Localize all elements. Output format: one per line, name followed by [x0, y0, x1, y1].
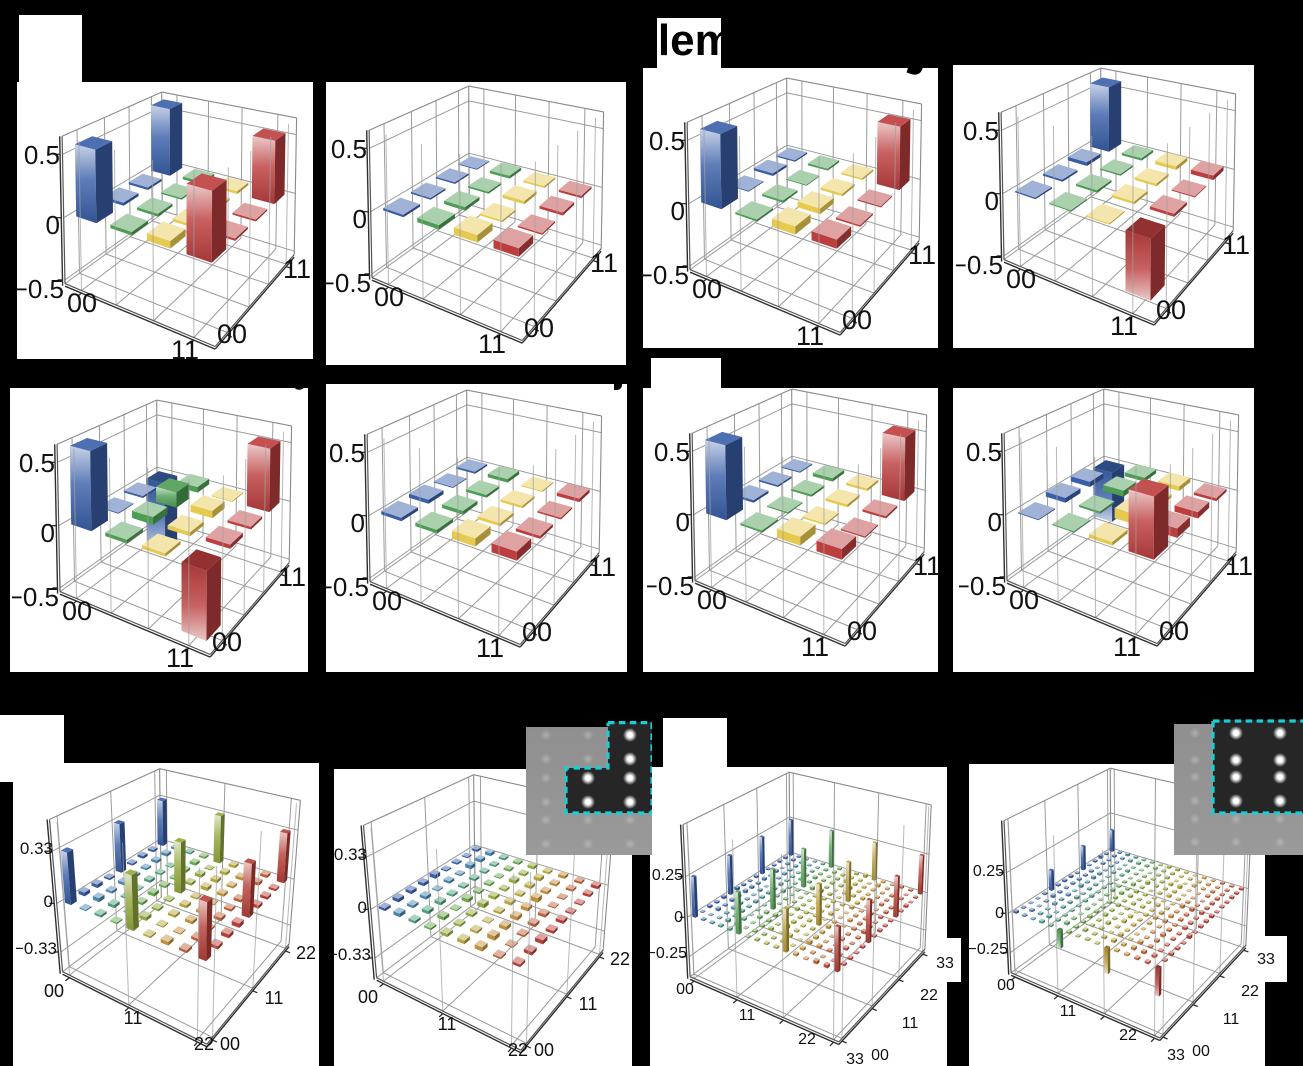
svg-text:11: 11 [801, 632, 829, 662]
svg-text:00: 00 [212, 627, 242, 657]
svg-text:−0.5: −0.5 [959, 571, 1006, 601]
svg-text:33: 33 [846, 1051, 864, 1066]
svg-text:11: 11 [278, 562, 306, 592]
svg-text:00: 00 [842, 305, 872, 335]
svg-text:0: 0 [44, 892, 53, 911]
svg-text:33: 33 [1167, 1047, 1185, 1064]
svg-text:11: 11 [902, 1015, 919, 1032]
svg-text:11: 11 [476, 633, 504, 663]
svg-text:11: 11 [1223, 1011, 1240, 1028]
svg-text:33: 33 [936, 955, 954, 972]
svg-text:00: 00 [692, 274, 722, 304]
svg-text:11: 11 [171, 335, 199, 365]
svg-text:11: 11 [579, 994, 598, 1014]
svg-text:−0.5: −0.5 [12, 582, 59, 612]
svg-text:0: 0 [351, 508, 365, 538]
svg-text:00: 00 [676, 981, 694, 998]
svg-text:00: 00 [67, 288, 97, 318]
svg-text:0: 0 [676, 507, 690, 537]
svg-text:0: 0 [995, 905, 1004, 922]
svg-text:00: 00 [358, 987, 378, 1007]
svg-text:−0.33: −0.33 [330, 945, 371, 964]
svg-text:00: 00 [44, 981, 64, 1001]
svg-text:0.5: 0.5 [654, 437, 690, 467]
svg-text:11: 11 [1060, 1003, 1077, 1020]
svg-text:00: 00 [1192, 1043, 1210, 1060]
svg-text:−0.5: −0.5 [642, 260, 689, 290]
svg-text:0: 0 [671, 196, 685, 226]
svg-text:00: 00 [1156, 295, 1186, 325]
svg-text:0: 0 [674, 909, 683, 926]
svg-text:00: 00 [372, 586, 402, 616]
svg-text:11: 11 [478, 329, 506, 359]
svg-text:0.5: 0.5 [331, 134, 367, 164]
svg-text:−0.5: −0.5 [647, 571, 694, 601]
svg-text:0.25: 0.25 [973, 863, 1004, 880]
svg-text:0: 0 [41, 518, 55, 548]
svg-text:0.25: 0.25 [652, 867, 683, 884]
svg-text:22: 22 [194, 1034, 214, 1054]
svg-text:11: 11 [438, 1014, 457, 1034]
svg-text:11: 11 [166, 643, 194, 673]
svg-text:33: 33 [1257, 951, 1275, 968]
svg-text:−0.5: −0.5 [17, 274, 64, 304]
svg-text:22: 22 [920, 987, 938, 1004]
svg-text:00: 00 [1159, 616, 1189, 646]
svg-text:00: 00 [217, 319, 247, 349]
svg-text:00: 00 [997, 977, 1015, 994]
svg-text:00: 00 [62, 596, 92, 626]
svg-text:11: 11 [796, 321, 824, 351]
svg-text:11: 11 [908, 240, 936, 270]
svg-text:0.5: 0.5 [649, 126, 685, 156]
svg-text:0: 0 [353, 204, 367, 234]
svg-text:0.5: 0.5 [24, 140, 60, 170]
svg-text:22: 22 [296, 943, 316, 963]
svg-text:−0.5: −0.5 [956, 250, 1003, 280]
svg-text:11: 11 [265, 988, 284, 1008]
svg-text:11: 11 [913, 551, 941, 581]
svg-text:00: 00 [220, 1034, 240, 1054]
svg-text:−0.25: −0.25 [968, 941, 1008, 958]
svg-text:00: 00 [871, 1047, 889, 1064]
svg-text:−0.5: −0.5 [322, 572, 369, 602]
svg-text:11: 11 [590, 248, 618, 278]
svg-text:0.5: 0.5 [329, 438, 365, 468]
svg-text:22: 22 [798, 1031, 816, 1048]
svg-text:11: 11 [739, 1007, 756, 1024]
svg-text:0.5: 0.5 [19, 448, 55, 478]
svg-text:0.33: 0.33 [20, 839, 53, 858]
svg-text:22: 22 [610, 949, 630, 969]
svg-text:00: 00 [374, 282, 404, 312]
svg-text:22: 22 [1119, 1027, 1137, 1044]
svg-text:−0.5: −0.5 [324, 268, 371, 298]
svg-text:11: 11 [1225, 551, 1253, 581]
svg-text:−0.33: −0.33 [16, 939, 57, 958]
svg-text:11: 11 [588, 552, 616, 582]
svg-text:11: 11 [124, 1008, 143, 1028]
svg-text:0: 0 [358, 898, 367, 917]
svg-text:0: 0 [988, 507, 1002, 537]
svg-text:00: 00 [1006, 264, 1036, 294]
svg-text:22: 22 [1241, 983, 1259, 1000]
svg-text:11: 11 [283, 254, 311, 284]
svg-text:00: 00 [534, 1040, 554, 1060]
svg-text:−0.25: −0.25 [647, 945, 687, 962]
svg-text:0.33: 0.33 [334, 845, 367, 864]
svg-text:00: 00 [697, 585, 727, 615]
svg-text:0.5: 0.5 [966, 437, 1002, 467]
svg-text:0.5: 0.5 [963, 116, 999, 146]
svg-text:00: 00 [522, 617, 552, 647]
svg-text:00: 00 [1009, 585, 1039, 615]
svg-text:00: 00 [847, 616, 877, 646]
svg-text:22: 22 [508, 1040, 528, 1060]
svg-text:00: 00 [524, 313, 554, 343]
svg-text:11: 11 [1222, 230, 1250, 260]
svg-text:0: 0 [985, 186, 999, 216]
svg-text:11: 11 [1110, 311, 1138, 341]
svg-text:0: 0 [46, 210, 60, 240]
svg-text:11: 11 [1113, 632, 1141, 662]
